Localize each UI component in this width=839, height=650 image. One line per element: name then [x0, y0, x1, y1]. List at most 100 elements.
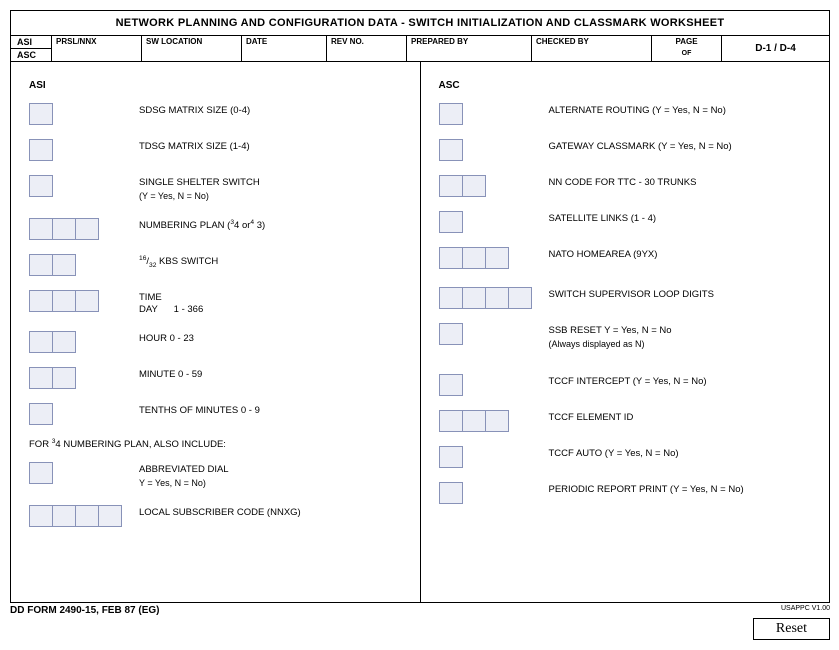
input-boxes: [439, 374, 549, 396]
hdr-chk: CHECKED BY: [532, 36, 652, 61]
input-box[interactable]: [462, 287, 486, 309]
input-box[interactable]: [439, 103, 463, 125]
hdr-asc: ASC: [11, 49, 51, 61]
input-box[interactable]: [439, 374, 463, 396]
field-label: NATO HOMEAREA (9YX): [549, 247, 658, 262]
field-row: TCCF INTERCEPT (Y = Yes, N = No): [439, 374, 812, 396]
field-row: NATO HOMEAREA (9YX): [439, 247, 812, 269]
field-label: SATELLITE LINKS (1 - 4): [549, 211, 657, 226]
input-box[interactable]: [439, 482, 463, 504]
left-rows: SDSG MATRIX SIZE (0-4) TDSG MATRIX SIZE (…: [29, 103, 402, 425]
hdr-asi: ASI: [11, 36, 51, 49]
input-box[interactable]: [485, 287, 509, 309]
input-boxes: [29, 175, 139, 197]
field-row: TCCF AUTO (Y = Yes, N = No): [439, 446, 812, 468]
field-label: SDSG MATRIX SIZE (0-4): [139, 103, 250, 118]
input-boxes: [439, 103, 549, 125]
input-boxes: [439, 211, 549, 233]
field-label: SSB RESET Y = Yes, N = No(Always display…: [549, 323, 672, 352]
input-box[interactable]: [439, 287, 463, 309]
left-rows2: ABBREVIATED DIALY = Yes, N = No) LOCAL SU…: [29, 462, 402, 527]
input-box[interactable]: [462, 175, 486, 197]
input-box[interactable]: [439, 175, 463, 197]
hdr-page-label: PAGE: [656, 37, 717, 46]
input-box[interactable]: [29, 254, 53, 276]
input-box[interactable]: [439, 211, 463, 233]
hdr-page: PAGE OF: [652, 36, 722, 61]
input-box[interactable]: [52, 290, 76, 312]
hdr-prep: PREPARED BY: [407, 36, 532, 61]
input-box[interactable]: [29, 103, 53, 125]
hdr-d14: D-1 / D-4: [722, 36, 829, 61]
input-box[interactable]: [52, 331, 76, 353]
field-label: TDSG MATRIX SIZE (1-4): [139, 139, 250, 154]
input-box[interactable]: [439, 247, 463, 269]
field-row: SINGLE SHELTER SWITCH(Y = Yes, N = No): [29, 175, 402, 204]
form-body: ASI SDSG MATRIX SIZE (0-4)TDSG MATRIX SI…: [11, 62, 829, 602]
input-box[interactable]: [29, 403, 53, 425]
input-boxes: [29, 218, 139, 240]
input-box[interactable]: [29, 175, 53, 197]
input-boxes: [29, 290, 139, 312]
input-box[interactable]: [29, 367, 53, 389]
field-row: TENTHS OF MINUTES 0 - 9: [29, 403, 402, 425]
input-box[interactable]: [98, 505, 122, 527]
input-box[interactable]: [439, 410, 463, 432]
hdr-swloc: SW LOCATION: [142, 36, 242, 61]
right-head: ASC: [439, 80, 812, 91]
field-row: TIMEDAY 1 - 366: [29, 290, 402, 318]
input-box[interactable]: [75, 505, 99, 527]
footer: DD FORM 2490-15, FEB 87 (EG) USAPPC V1.0…: [10, 603, 830, 616]
field-label: SINGLE SHELTER SWITCH(Y = Yes, N = No): [139, 175, 260, 204]
input-boxes: [439, 287, 549, 309]
input-box[interactable]: [508, 287, 532, 309]
field-label: TCCF ELEMENT ID: [549, 410, 634, 425]
input-box[interactable]: [439, 446, 463, 468]
field-label: TCCF INTERCEPT (Y = Yes, N = No): [549, 374, 707, 389]
input-box[interactable]: [29, 331, 53, 353]
input-box[interactable]: [462, 410, 486, 432]
field-row: SWITCH SUPERVISOR LOOP DIGITS: [439, 287, 812, 309]
input-box[interactable]: [52, 218, 76, 240]
input-box[interactable]: [52, 254, 76, 276]
input-box[interactable]: [439, 139, 463, 161]
field-label: LOCAL SUBSCRIBER CODE (NNXG): [139, 505, 301, 520]
input-boxes: [29, 505, 139, 527]
field-label: ABBREVIATED DIALY = Yes, N = No): [139, 462, 229, 491]
input-box[interactable]: [52, 367, 76, 389]
input-box[interactable]: [52, 505, 76, 527]
input-boxes: [439, 139, 549, 161]
input-box[interactable]: [485, 247, 509, 269]
input-boxes: [29, 462, 139, 484]
field-label: 16/32 KBS SWITCH: [139, 254, 218, 269]
input-box[interactable]: [462, 247, 486, 269]
input-box[interactable]: [29, 290, 53, 312]
field-label: TIMEDAY 1 - 366: [139, 290, 203, 318]
field-label: SWITCH SUPERVISOR LOOP DIGITS: [549, 287, 714, 302]
field-label: PERIODIC REPORT PRINT (Y = Yes, N = No): [549, 482, 744, 497]
input-box[interactable]: [29, 505, 53, 527]
field-row: SATELLITE LINKS (1 - 4): [439, 211, 812, 233]
field-row: ALTERNATE ROUTING (Y = Yes, N = No): [439, 103, 812, 125]
input-box[interactable]: [75, 290, 99, 312]
input-boxes: [439, 482, 549, 504]
input-box[interactable]: [485, 410, 509, 432]
input-box[interactable]: [29, 462, 53, 484]
field-row: ABBREVIATED DIALY = Yes, N = No): [29, 462, 402, 491]
hdr-rev: REV NO.: [327, 36, 407, 61]
input-boxes: [439, 446, 549, 468]
input-box[interactable]: [29, 139, 53, 161]
field-row: TCCF ELEMENT ID: [439, 410, 812, 432]
field-row: NUMBERING PLAN (34 or4 3): [29, 218, 402, 240]
input-box[interactable]: [75, 218, 99, 240]
input-boxes: [29, 403, 139, 425]
field-label: TCCF AUTO (Y = Yes, N = No): [549, 446, 679, 461]
input-boxes: [439, 323, 549, 345]
hdr-of-label: OF: [656, 46, 717, 57]
reset-button[interactable]: Reset: [753, 618, 830, 640]
input-boxes: [439, 175, 549, 197]
input-box[interactable]: [29, 218, 53, 240]
field-row: PERIODIC REPORT PRINT (Y = Yes, N = No): [439, 482, 812, 504]
input-box[interactable]: [439, 323, 463, 345]
hdr-prsl: PRSL/NNX: [52, 36, 142, 61]
